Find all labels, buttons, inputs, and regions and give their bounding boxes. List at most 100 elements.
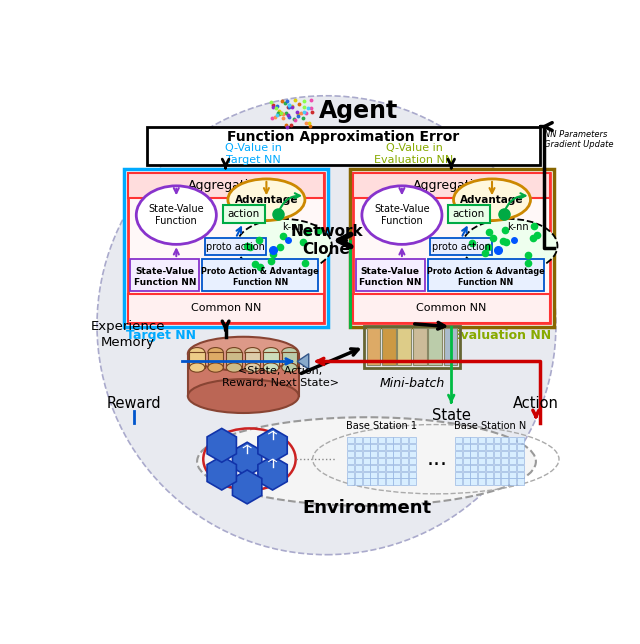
Text: Function NN: Function NN — [359, 278, 422, 287]
Text: Function NN: Function NN — [134, 278, 196, 287]
Bar — [386, 471, 393, 478]
Text: k-nn: k-nn — [508, 222, 529, 232]
Bar — [367, 328, 380, 365]
Text: State-Value: State-Value — [361, 267, 420, 276]
Bar — [486, 478, 493, 485]
Bar — [409, 444, 416, 450]
Ellipse shape — [282, 348, 297, 357]
Ellipse shape — [208, 348, 223, 357]
Ellipse shape — [227, 363, 242, 372]
Bar — [371, 471, 378, 478]
Text: Advantage: Advantage — [235, 194, 298, 205]
Ellipse shape — [454, 179, 531, 220]
Bar — [355, 458, 362, 464]
Bar — [463, 451, 470, 457]
Bar — [486, 437, 493, 443]
Text: Environment: Environment — [302, 498, 431, 516]
Ellipse shape — [245, 363, 260, 372]
Text: Experience
Memory: Experience Memory — [90, 320, 165, 349]
Bar — [263, 352, 279, 368]
Text: ...: ... — [427, 450, 448, 469]
Bar — [409, 458, 416, 464]
Bar — [353, 173, 550, 323]
Bar — [348, 471, 354, 478]
Bar — [282, 352, 297, 368]
Bar — [401, 478, 408, 485]
Text: State-Value: State-Value — [135, 267, 195, 276]
Bar — [205, 238, 266, 255]
Text: Reward: Reward — [107, 396, 161, 412]
Bar — [363, 437, 369, 443]
Text: <State, Action,
Reward, Next State>: <State, Action, Reward, Next State> — [222, 366, 339, 388]
Bar — [394, 471, 401, 478]
Bar — [470, 437, 477, 443]
Ellipse shape — [462, 219, 557, 273]
Ellipse shape — [189, 363, 205, 372]
Bar — [501, 464, 508, 471]
Bar — [355, 471, 362, 478]
Text: proto action: proto action — [206, 242, 265, 252]
Bar — [409, 451, 416, 457]
Bar — [227, 352, 242, 368]
Bar — [478, 464, 485, 471]
Ellipse shape — [263, 348, 279, 357]
Bar — [501, 458, 508, 464]
Bar — [509, 464, 516, 471]
Text: Aggregation: Aggregation — [188, 178, 264, 191]
Text: action: action — [452, 209, 485, 220]
Text: State-Value: State-Value — [148, 204, 204, 214]
Bar — [455, 478, 462, 485]
Text: Proto Action & Advantage: Proto Action & Advantage — [427, 267, 545, 276]
Bar — [478, 478, 485, 485]
Bar — [188, 354, 299, 396]
Bar — [371, 478, 378, 485]
Ellipse shape — [197, 417, 536, 506]
Bar — [348, 458, 354, 464]
Bar — [363, 458, 369, 464]
Bar — [386, 478, 393, 485]
Bar — [501, 471, 508, 478]
Bar — [394, 451, 401, 457]
Bar — [463, 471, 470, 478]
Bar — [355, 478, 362, 485]
Bar — [378, 437, 385, 443]
Bar — [493, 464, 500, 471]
Bar — [371, 451, 378, 457]
Bar — [516, 444, 524, 450]
Text: Aggregation: Aggregation — [413, 178, 490, 191]
Bar — [356, 259, 425, 291]
Ellipse shape — [188, 337, 299, 371]
Text: Common NN: Common NN — [417, 303, 487, 313]
Text: Base Station 1: Base Station 1 — [346, 421, 417, 431]
Bar — [189, 352, 205, 368]
Bar — [486, 471, 493, 478]
Bar — [394, 458, 401, 464]
Bar — [401, 458, 408, 464]
Bar — [509, 444, 516, 450]
Ellipse shape — [362, 186, 442, 244]
Bar — [208, 352, 223, 368]
Bar — [386, 437, 393, 443]
Ellipse shape — [208, 363, 223, 372]
Bar — [501, 451, 508, 457]
FancyArrow shape — [297, 354, 308, 369]
Bar — [394, 437, 401, 443]
Bar — [147, 127, 540, 165]
Bar — [128, 173, 324, 198]
Bar — [349, 169, 554, 327]
Text: NN Parameters
Gradient Update: NN Parameters Gradient Update — [543, 130, 613, 149]
Ellipse shape — [188, 379, 299, 413]
Text: action: action — [227, 209, 259, 220]
Bar — [493, 478, 500, 485]
Bar — [348, 464, 354, 471]
Bar — [478, 437, 485, 443]
Text: Network
Clone: Network Clone — [290, 223, 363, 258]
Bar — [455, 437, 462, 443]
Text: k-nn: k-nn — [282, 222, 303, 232]
Bar — [245, 352, 260, 368]
Bar — [444, 328, 458, 365]
Bar — [353, 294, 550, 323]
Bar — [470, 471, 477, 478]
Text: Mini-batch: Mini-batch — [380, 377, 445, 390]
Bar — [363, 471, 369, 478]
